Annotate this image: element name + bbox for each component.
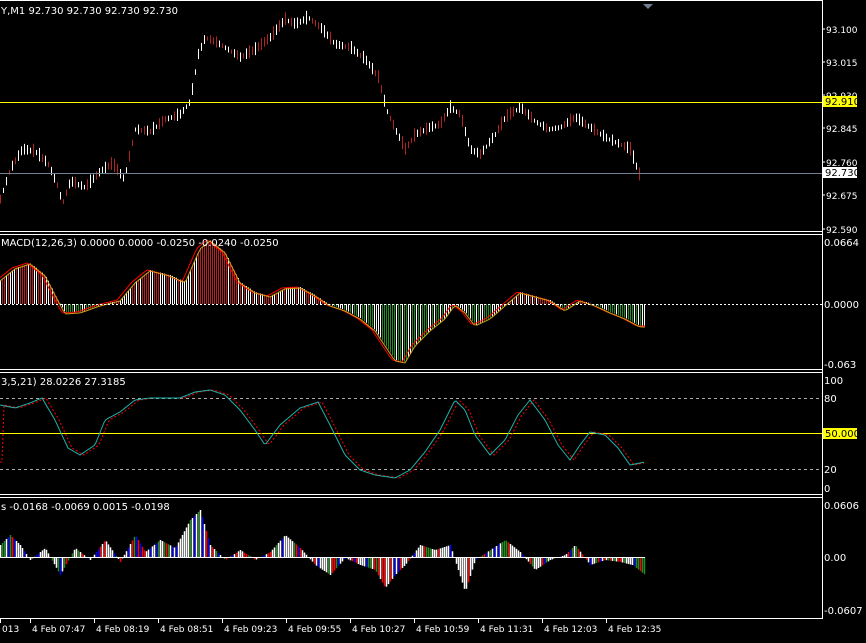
- time-tick-label: 4 Feb 08:51: [160, 625, 213, 635]
- osc-tick-zero: 0.00: [824, 553, 846, 564]
- stoch-panel-header: 3,5,21) 28.0226 27.3185: [1, 377, 126, 388]
- chart-shift-marker[interactable]: [643, 4, 653, 9]
- price-tick-label: 93.015: [826, 59, 858, 69]
- time-tick-label: 4 Feb 09:55: [288, 625, 341, 635]
- time-axis: 013 4 Feb 07:47 4 Feb 08:19 4 Feb 08:51 4 Fe…: [0, 619, 661, 635]
- price-tick-label: 92.845: [826, 125, 858, 135]
- stoch-tick-100: 100: [824, 376, 843, 387]
- time-tick-label: 4 Feb 10:27: [352, 625, 405, 635]
- level-price-label: 92.910: [825, 97, 860, 108]
- macd-tick-top: 0.0664: [824, 238, 859, 249]
- price-tick-label: 92.675: [826, 192, 858, 202]
- price-tick-label: 93.100: [826, 26, 858, 36]
- stoch-tick-0: 0: [824, 484, 830, 495]
- stoch-signal-line: [0, 389, 645, 479]
- level-price-tag: [823, 96, 857, 107]
- time-tick-label: 4 Feb 11:31: [480, 625, 533, 635]
- stoch-level-label: 50.000: [825, 429, 860, 440]
- main-panel-header: Y,M1 92.730 92.730 92.730 92.730: [0, 6, 178, 17]
- time-tick-label: 013: [2, 625, 19, 635]
- time-tick-label: 4 Feb 08:19: [96, 625, 150, 635]
- stoch-level-tag: [823, 428, 857, 439]
- macd-tick-bottom: -0.063: [824, 360, 856, 371]
- price-axis: 93.10093.01592.93092.84592.76092.67592.5…: [822, 26, 858, 236]
- bid-price-label: 92.730: [825, 168, 860, 179]
- panel-frames: [0, 0, 823, 619]
- macd-panel-header: MACD(12,26,3) 0.0000 0.0000 -0.0250 -0.0…: [1, 238, 279, 249]
- time-tick-label: 4 Feb 12:35: [608, 625, 661, 635]
- stoch-tick-80: 80: [824, 394, 837, 405]
- osc-tick-top: 0.0606: [824, 501, 859, 512]
- bid-price-tag: [823, 167, 857, 178]
- price-tick-label: 92.590: [826, 226, 858, 236]
- price-bars: [0, 10, 640, 205]
- time-tick-label: 4 Feb 10:59: [416, 625, 470, 635]
- oscillator-histogram: [0, 510, 646, 589]
- stoch-tick-20: 20: [824, 465, 837, 476]
- osc-tick-bottom: -0.0607: [824, 606, 863, 617]
- macd-main-line: [0, 240, 645, 364]
- stoch-main-line: [0, 389, 645, 479]
- time-tick-label: 4 Feb 12:03: [544, 625, 597, 635]
- time-tick-label: 4 Feb 09:23: [224, 625, 277, 635]
- osc-panel-header: s -0.0168 -0.0069 0.0015 -0.0198: [1, 502, 170, 513]
- macd-tick-zero: 0.0000: [824, 300, 859, 311]
- time-tick-label: 4 Feb 07:47: [32, 625, 85, 635]
- price-tick-label: 92.760: [826, 159, 858, 169]
